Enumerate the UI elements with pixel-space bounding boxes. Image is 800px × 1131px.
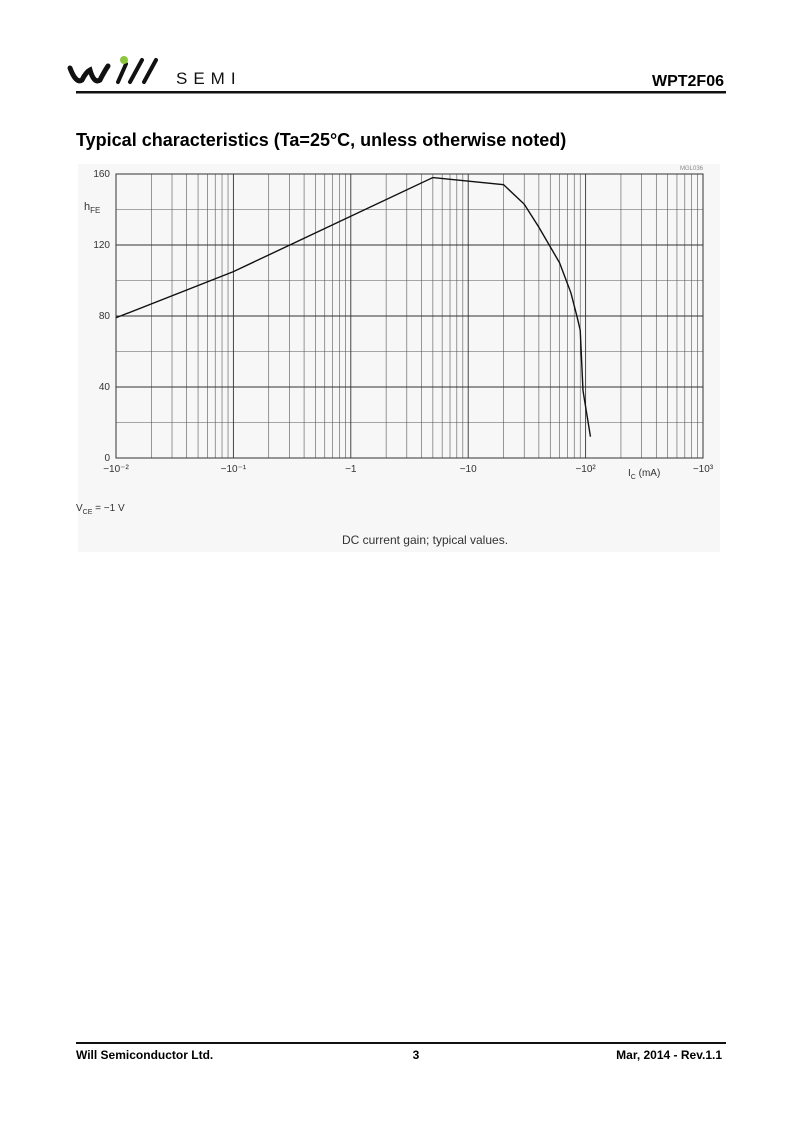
x-axis-label-part: I bbox=[628, 468, 631, 479]
chart: 0 40 80 120 160 −10⁻² −10⁻¹ −1 −10 −10² −10³ hFE IC … bbox=[76, 166, 714, 547]
figure-background bbox=[78, 164, 720, 552]
header-rule bbox=[76, 91, 726, 94]
footer-revision: Mar, 2014 - Rev.1.1 bbox=[616, 1048, 722, 1062]
logo-mark bbox=[116, 58, 158, 84]
plot-frame bbox=[115, 173, 704, 459]
part-number: WPT2F06 bbox=[652, 73, 724, 90]
condition: VCE = −1 V bbox=[76, 503, 125, 516]
y-tick-label: 120 bbox=[93, 240, 110, 251]
x-tick-label: −10² bbox=[575, 464, 596, 475]
y-tick-label: 80 bbox=[99, 311, 111, 322]
x-tick-label: −1 bbox=[345, 464, 357, 475]
logo-dot bbox=[120, 56, 128, 64]
y-tick-label: 0 bbox=[104, 453, 110, 464]
x-axis-label-part: C bbox=[631, 474, 636, 481]
x-tick-label: −10⁻² bbox=[103, 464, 129, 475]
data-line bbox=[115, 176, 592, 437]
y-tick-label: 40 bbox=[99, 382, 111, 393]
page-number: 3 bbox=[413, 1048, 420, 1062]
logo-text: SEMI bbox=[176, 69, 242, 88]
condition-part: = −1 V bbox=[92, 503, 125, 514]
caption: DC current gain; typical values. bbox=[342, 533, 508, 547]
figure-code: MGL036 bbox=[680, 166, 704, 172]
x-tick-label: −10³ bbox=[693, 464, 714, 475]
logo-mark bbox=[67, 63, 111, 84]
x-tick-label: −10⁻¹ bbox=[221, 464, 247, 475]
y-axis-label: hFE bbox=[84, 201, 100, 215]
y-tick-label: 160 bbox=[93, 169, 110, 180]
footer-rule bbox=[76, 1042, 726, 1044]
section-title: Typical characteristics (Ta=25°C, unless… bbox=[76, 130, 566, 150]
x-axis-label-part: (mA) bbox=[636, 468, 660, 479]
y-axis-label-part: FE bbox=[90, 206, 100, 215]
footer-company: Will Semiconductor Ltd. bbox=[76, 1048, 213, 1062]
condition-part: V bbox=[76, 503, 83, 514]
y-axis-label-part: h bbox=[84, 201, 90, 213]
condition-part: CE bbox=[83, 509, 93, 516]
x-axis-label: IC (mA) bbox=[628, 468, 660, 481]
logo: SEMI bbox=[67, 56, 242, 88]
x-tick-label: −10 bbox=[460, 464, 477, 475]
